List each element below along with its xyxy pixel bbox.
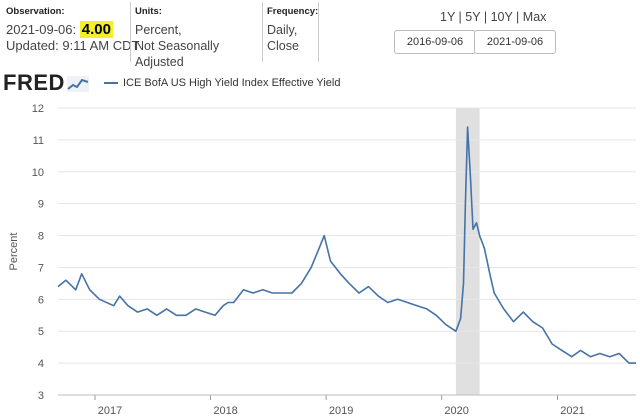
divider — [262, 2, 263, 62]
observation-label: Observation: — [6, 6, 65, 17]
y-tick-label: 6 — [38, 294, 44, 306]
y-tick-label: 3 — [38, 390, 44, 402]
y-tick-label: 4 — [38, 358, 44, 370]
y-tick-label: 9 — [38, 199, 44, 211]
observation-value: 4.00 — [79, 21, 113, 38]
fred-logo-text: FRED — [3, 70, 65, 95]
range-5y[interactable]: 5Y — [465, 10, 481, 24]
legend-swatch — [104, 82, 118, 85]
observation-block: Observation: 2021-09-06: 4.00 Updated: 9… — [6, 4, 139, 54]
y-tick-label: 10 — [32, 167, 44, 179]
y-tick-label: 11 — [33, 135, 44, 147]
units-block: Units: Percent, Not Seasonally Adjusted — [135, 4, 265, 70]
range-max[interactable]: Max — [522, 10, 547, 24]
units-label: Units: — [135, 6, 162, 17]
units-line2: Not Seasonally Adjusted — [135, 39, 220, 69]
updated-time: Updated: 9:11 AM CDT — [6, 38, 140, 53]
frequency-label: Frequency: — [267, 6, 319, 17]
observation-date: 2021-09-06: — [6, 22, 77, 37]
divider — [130, 2, 131, 62]
units-line1: Percent, — [135, 23, 182, 37]
chart-legend: ICE BofA US High Yield Index Effective Y… — [104, 77, 340, 89]
y-tick-label: 12 — [32, 103, 44, 115]
frequency-line1: Daily, — [267, 23, 298, 37]
range-selector: 1Y | 5Y | 10Y | Max — [440, 10, 547, 24]
range-1y[interactable]: 1Y — [440, 10, 456, 24]
x-tick-label: 2017 — [98, 405, 122, 417]
fred-logo: FRED — [3, 70, 89, 96]
end-date-input[interactable]: 2021-09-06 — [474, 30, 556, 54]
fred-logo-chart-icon — [66, 76, 89, 93]
range-10y[interactable]: 10Y — [490, 10, 513, 24]
y-tick-label: 7 — [38, 262, 44, 274]
y-tick-label: 5 — [38, 326, 44, 338]
recession-shading — [455, 108, 480, 395]
series-line — [57, 126, 636, 364]
x-tick-label: 2020 — [444, 405, 468, 417]
divider — [318, 2, 319, 62]
header: Observation: 2021-09-06: 4.00 Updated: 9… — [0, 0, 640, 70]
frequency-line2: Close — [267, 39, 299, 53]
y-axis-label: Percent — [8, 233, 20, 271]
start-date-input[interactable]: 2016-09-06 — [394, 30, 476, 54]
x-tick-label: 2018 — [213, 405, 237, 417]
x-tick-label: 2019 — [329, 405, 353, 417]
frequency-block: Frequency: Daily, Close — [267, 4, 322, 54]
y-tick-label: 8 — [38, 231, 44, 243]
x-tick-label: 2021 — [560, 405, 584, 417]
legend-label: ICE BofA US High Yield Index Effective Y… — [123, 77, 341, 89]
